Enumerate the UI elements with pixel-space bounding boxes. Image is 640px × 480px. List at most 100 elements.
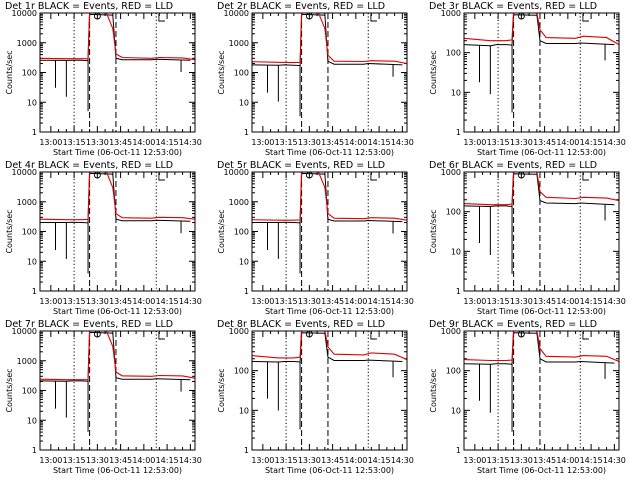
y-tick-label: 100 <box>446 208 461 217</box>
y-tick-label: 1000 <box>229 198 249 207</box>
x-tick-label: 13:45 <box>533 138 556 147</box>
x-tick-label: 14:00 <box>556 456 579 465</box>
x-tick-label: 14:30 <box>391 456 414 465</box>
x-tick-label: 14:15 <box>368 456 391 465</box>
panel-title: Det 6r BLACK = Events, RED = LLD <box>429 160 597 171</box>
y-tick-label: 10 <box>451 247 461 256</box>
plot-frame <box>39 171 196 292</box>
panel-title: Det 5r BLACK = Events, RED = LLD <box>217 160 385 171</box>
y-axis-label: Counts/sec <box>5 50 14 94</box>
y-tick-label: 1 <box>32 128 37 137</box>
y-tick-label: 1 <box>32 287 37 296</box>
x-tick-label: 13:00 <box>39 138 62 147</box>
plot-frame <box>251 330 408 451</box>
y-tick-label: 100 <box>22 387 37 396</box>
x-tick-label: 13:45 <box>321 138 344 147</box>
x-tick-label: 13:45 <box>321 456 344 465</box>
y-axis-label: Counts/sec <box>429 50 438 94</box>
orbit-marker-l <box>158 332 165 340</box>
events-series-line <box>40 331 191 382</box>
panel-title: Det 8r BLACK = Events, RED = LLD <box>217 319 385 330</box>
x-tick-label: 13:30 <box>298 138 321 147</box>
series-group <box>464 13 619 113</box>
events-series-line <box>252 172 403 224</box>
lld-series-line <box>464 13 619 46</box>
x-tick-label: 14:30 <box>179 138 202 147</box>
x-axis-label: Start Time (06-Oct-11 12:53:00) <box>53 307 182 316</box>
x-tick-label: 14:15 <box>156 456 179 465</box>
orbit-marker-l <box>582 173 589 181</box>
x-axis-label: Start Time (06-Oct-11 12:53:00) <box>477 466 606 475</box>
x-axis-label: Start Time (06-Oct-11 12:53:00) <box>477 148 606 157</box>
x-tick-label: 14:30 <box>603 456 626 465</box>
x-tick-label: 13:00 <box>251 138 274 147</box>
orbit-marker-l <box>158 173 165 181</box>
y-tick-label: 1 <box>32 446 37 455</box>
lld-series-line <box>464 172 619 206</box>
panel-title: Det 1r BLACK = Events, RED = LLD <box>5 1 173 12</box>
x-tick-label: 14:00 <box>132 456 155 465</box>
x-tick-label: 13:15 <box>487 138 510 147</box>
y-axis-label: Counts/sec <box>217 209 226 253</box>
panel-5: Det 5r BLACK = Events, RED = LLD 1 10 100 10… <box>217 160 414 316</box>
panel-6: Det 6r BLACK = Events, RED = LLD 1 10 100 10… <box>429 160 626 316</box>
x-tick-label: 13:15 <box>487 297 510 306</box>
y-tick-label: 1 <box>456 287 461 296</box>
y-axis-label: Counts/sec <box>217 50 226 94</box>
y-tick-label: 10000 <box>12 327 37 336</box>
y-tick-label: 1000 <box>229 39 249 48</box>
x-axis-label: Start Time (06-Oct-11 12:53:00) <box>265 148 394 157</box>
events-series-line <box>464 173 615 208</box>
events-series-line <box>252 332 403 363</box>
y-tick-label: 10 <box>451 406 461 415</box>
panel-4: Det 4r BLACK = Events, RED = LLD 1 10 100 10… <box>5 160 202 316</box>
x-tick-label: 14:00 <box>132 138 155 147</box>
y-tick-label: 10 <box>27 416 37 425</box>
orbit-marker-l <box>370 332 377 340</box>
x-tick-label: 13:15 <box>275 456 298 465</box>
x-tick-label: 13:15 <box>63 456 86 465</box>
y-tick-label: 100 <box>22 69 37 78</box>
plot-frame <box>463 12 620 133</box>
y-tick-label: 100 <box>446 367 461 376</box>
x-tick-label: 14:30 <box>603 297 626 306</box>
y-tick-label: 10 <box>451 88 461 97</box>
x-tick-label: 13:00 <box>463 456 486 465</box>
series-group <box>464 331 619 432</box>
y-tick-label: 10000 <box>224 9 249 18</box>
x-tick-label: 14:30 <box>391 297 414 306</box>
y-tick-label: 100 <box>234 69 249 78</box>
x-tick-label: 14:00 <box>132 297 155 306</box>
series-group <box>40 172 195 274</box>
x-tick-label: 14:00 <box>556 297 579 306</box>
x-tick-label: 14:15 <box>156 138 179 147</box>
lld-series-line <box>40 13 195 61</box>
x-tick-label: 13:15 <box>63 297 86 306</box>
x-tick-label: 14:00 <box>556 138 579 147</box>
y-tick-label: 10 <box>239 98 249 107</box>
plot-frame <box>463 330 620 451</box>
x-tick-label: 13:00 <box>251 297 274 306</box>
x-tick-label: 14:30 <box>179 456 202 465</box>
y-axis-label: Counts/sec <box>429 209 438 253</box>
y-tick-label: 100 <box>22 228 37 237</box>
x-tick-label: 13:45 <box>321 297 344 306</box>
panel-title: Det 7r BLACK = Events, RED = LLD <box>5 319 173 330</box>
y-axis-label: Counts/sec <box>5 368 14 412</box>
orbit-marker-l <box>370 14 377 22</box>
y-tick-label: 10000 <box>224 168 249 177</box>
x-tick-label: 13:30 <box>86 456 109 465</box>
y-tick-label: 100 <box>234 228 249 237</box>
x-tick-label: 13:00 <box>39 456 62 465</box>
panel-2: Det 2r BLACK = Events, RED = LLD 1 10 100 10… <box>217 1 414 157</box>
x-tick-label: 14:00 <box>344 456 367 465</box>
y-axis-label: Counts/sec <box>5 209 14 253</box>
x-tick-label: 13:15 <box>275 138 298 147</box>
x-tick-label: 13:00 <box>463 297 486 306</box>
y-tick-label: 10 <box>239 406 249 415</box>
x-tick-label: 13:45 <box>533 297 556 306</box>
x-tick-label: 14:15 <box>368 297 391 306</box>
x-tick-label: 13:45 <box>109 138 132 147</box>
y-axis-label: Counts/sec <box>429 368 438 412</box>
